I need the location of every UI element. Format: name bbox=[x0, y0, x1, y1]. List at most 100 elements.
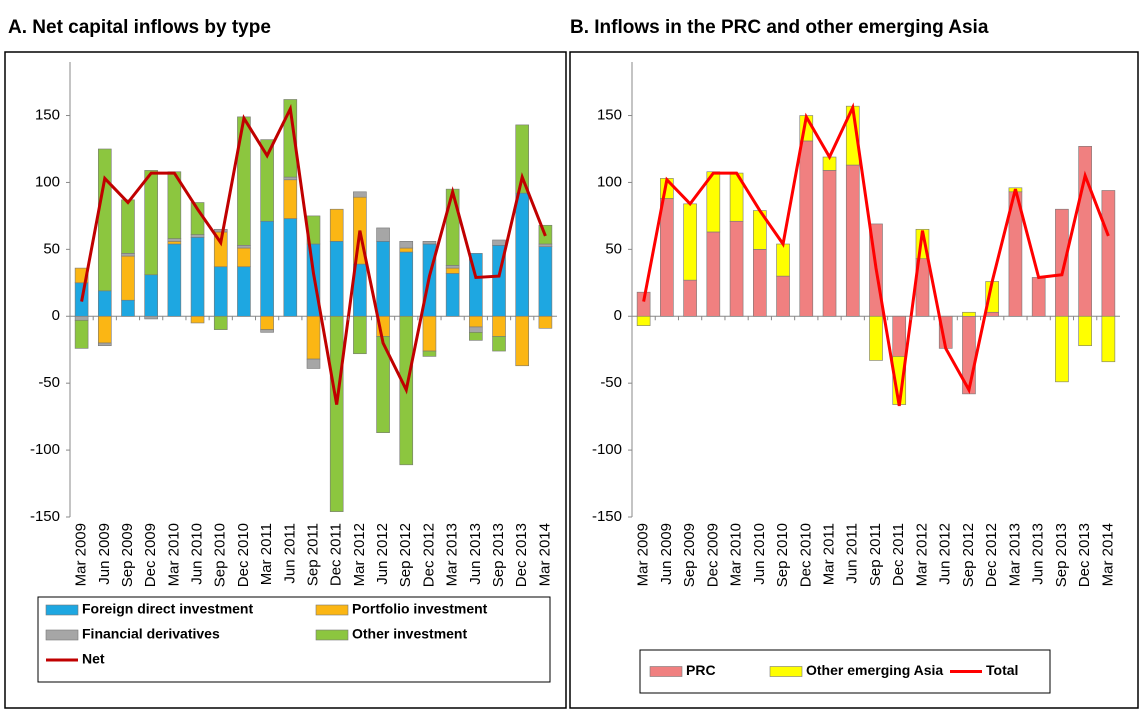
bar-segment bbox=[74, 315, 89, 321]
x-tick-label: Sep 2010 bbox=[212, 523, 229, 587]
x-tick-label: Mar 2009 bbox=[73, 523, 90, 586]
bar-segment bbox=[399, 251, 414, 317]
bar-segment bbox=[660, 198, 674, 317]
bar-segment bbox=[445, 273, 460, 317]
line-series bbox=[642, 102, 1110, 407]
bar-segment bbox=[283, 99, 298, 178]
x-tick-label: Dec 2012 bbox=[420, 523, 437, 587]
bar-segment bbox=[306, 358, 321, 369]
bar-segment bbox=[492, 336, 506, 352]
y-tick-label: 100 bbox=[35, 173, 60, 190]
bar-segment bbox=[283, 176, 298, 181]
bar-segment bbox=[260, 139, 274, 222]
bar-segment bbox=[329, 315, 344, 512]
bar-segment bbox=[260, 315, 274, 330]
bar-segment bbox=[329, 208, 344, 242]
legend-label: Net bbox=[82, 651, 105, 667]
bar-segment bbox=[399, 247, 414, 253]
bar-segment bbox=[167, 238, 182, 242]
bar-segment bbox=[144, 315, 158, 320]
x-tick-label: Sep 2009 bbox=[681, 523, 698, 587]
bar-segment bbox=[121, 299, 135, 317]
bar-segment bbox=[97, 342, 112, 347]
bar-segment bbox=[283, 179, 298, 219]
y-tick-label: -150 bbox=[592, 508, 622, 525]
bar-segment bbox=[445, 265, 460, 269]
bar-segment bbox=[1101, 315, 1116, 363]
bar-segment bbox=[376, 241, 390, 317]
bar-segment bbox=[213, 315, 228, 330]
bar-segment bbox=[492, 239, 506, 246]
x-tick-label: Sep 2011 bbox=[304, 523, 321, 586]
y-tick-label: 0 bbox=[614, 307, 622, 324]
bar-segment bbox=[260, 220, 274, 317]
legend-label: Portfolio investment bbox=[352, 601, 488, 617]
bar-segment bbox=[74, 319, 89, 349]
x-tick-label: Mar 2011 bbox=[820, 523, 837, 585]
legend-swatch bbox=[45, 629, 79, 641]
bar-segment bbox=[167, 241, 182, 245]
bar-segment bbox=[237, 247, 251, 268]
y-tick-label: 0 bbox=[52, 307, 60, 324]
x-tick-label: Sep 2009 bbox=[119, 523, 136, 587]
legend-swatch bbox=[45, 604, 79, 616]
x-tick-label: Dec 2013 bbox=[513, 523, 530, 587]
x-tick-label: Mar 2010 bbox=[165, 523, 182, 586]
bar-segment bbox=[237, 245, 251, 249]
bar-segment bbox=[515, 315, 530, 367]
bar-segment bbox=[329, 241, 344, 317]
bar-segment bbox=[97, 315, 112, 344]
x-tick-label: Mar 2014 bbox=[1099, 523, 1116, 586]
y-tick-label: 50 bbox=[43, 240, 60, 257]
bar-segment bbox=[538, 246, 553, 317]
bar-segment bbox=[869, 315, 883, 361]
bar-segment bbox=[776, 243, 790, 277]
x-tick-label: Sep 2013 bbox=[1053, 523, 1070, 587]
bar-segment bbox=[260, 329, 274, 333]
bar-segment bbox=[190, 237, 205, 317]
bar-segment bbox=[121, 255, 135, 301]
x-tick-label: Mar 2013 bbox=[1006, 523, 1023, 586]
bar-segment bbox=[353, 315, 367, 355]
bar-segment bbox=[538, 243, 553, 247]
legend-label: PRC bbox=[686, 662, 716, 678]
y-tick-label: -50 bbox=[600, 374, 622, 391]
x-tick-label: Dec 2012 bbox=[983, 523, 1000, 587]
bar-segment bbox=[144, 274, 158, 317]
bar-segment bbox=[353, 191, 367, 198]
bar-segment bbox=[515, 192, 530, 317]
bar-segment bbox=[492, 315, 506, 337]
x-tick-label: Dec 2013 bbox=[1076, 523, 1093, 587]
x-tick-label: Mar 2014 bbox=[536, 523, 553, 586]
line-series bbox=[80, 103, 547, 405]
bar-segment bbox=[306, 315, 321, 360]
bar-segment bbox=[121, 199, 135, 254]
x-tick-label: Mar 2009 bbox=[635, 523, 652, 586]
y-tick-label: -50 bbox=[38, 374, 60, 391]
x-tick-label: Mar 2011 bbox=[258, 523, 275, 585]
y-tick-label: 150 bbox=[597, 106, 622, 123]
bar-segment bbox=[121, 253, 135, 257]
y-tick-label: 50 bbox=[605, 240, 622, 257]
panel-b-title: B. Inflows in the PRC and other emerging… bbox=[570, 17, 989, 38]
y-tick-label: -100 bbox=[592, 441, 622, 458]
x-tick-label: Dec 2010 bbox=[797, 523, 814, 587]
bar-segment bbox=[822, 170, 837, 317]
y-tick-label: 100 bbox=[597, 173, 622, 190]
panel-b-frame bbox=[569, 51, 1139, 709]
bar-segment bbox=[776, 275, 790, 317]
y-tick-label: 150 bbox=[35, 106, 60, 123]
bar-segment bbox=[845, 164, 860, 317]
bar-segment bbox=[237, 266, 251, 317]
legend-label: Other emerging Asia bbox=[806, 662, 943, 678]
x-tick-label: Jun 2009 bbox=[96, 523, 113, 585]
x-tick-label: Mar 2013 bbox=[444, 523, 461, 586]
x-tick-label: Mar 2010 bbox=[728, 523, 745, 586]
bar-segment bbox=[753, 249, 767, 317]
bar-segment bbox=[399, 241, 414, 249]
bar-segment bbox=[422, 350, 437, 357]
bar-segment bbox=[1055, 315, 1069, 383]
y-tick-label: -150 bbox=[30, 508, 60, 525]
bar-segment bbox=[422, 315, 437, 352]
